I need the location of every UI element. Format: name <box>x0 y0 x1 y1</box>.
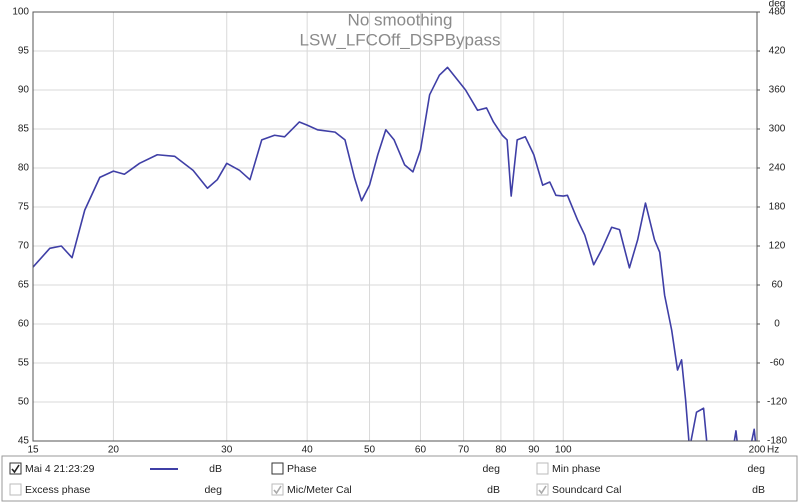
x-tick-label: 200 <box>749 445 766 456</box>
checkbox[interactable] <box>9 462 22 475</box>
legend: Mai 4 21:23:29 dB Phase deg Min phase deg Exce… <box>9 462 765 496</box>
plot-frame <box>32 11 758 442</box>
y2-tick-label: 360 <box>769 85 786 96</box>
y2-unit: deg <box>769 0 786 10</box>
x-tick-label: 70 <box>458 445 470 456</box>
y2-tick-label: -120 <box>767 397 787 408</box>
y2-tick-label: -180 <box>767 436 787 447</box>
y2-tick-label: -60 <box>770 358 785 369</box>
legend-label: Mai 4 21:23:29 <box>25 463 95 475</box>
checkbox[interactable] <box>271 462 284 475</box>
legend-label: Phase <box>287 463 317 475</box>
x-tick-label: 20 <box>108 445 120 456</box>
y-tick-label: 65 <box>18 280 30 291</box>
y2-tick-label: 0 <box>774 319 780 330</box>
y2-tick-label: 420 <box>769 46 786 57</box>
legend-label: Excess phase <box>25 484 91 496</box>
checkbox[interactable] <box>536 462 549 475</box>
x-tick-label: 40 <box>302 445 314 456</box>
y-tick-label: 85 <box>18 124 30 135</box>
x-tick-label: 50 <box>364 445 376 456</box>
y2-tick-label: 300 <box>769 124 786 135</box>
x-tick-label: 90 <box>528 445 540 456</box>
checkmark <box>273 485 282 495</box>
y-tick-label: 55 <box>18 358 30 369</box>
checkbox[interactable] <box>9 483 22 496</box>
legend-unit: dB <box>752 484 765 496</box>
chart-title: No smoothing <box>348 10 453 29</box>
legend-unit: dB <box>487 484 500 496</box>
y2-tick-label: 240 <box>769 163 786 174</box>
checkbox[interactable] <box>271 483 284 496</box>
x-tick-label: 30 <box>221 445 233 456</box>
y2-tick-label: 120 <box>769 241 786 252</box>
x-tick-label: 100 <box>555 445 572 456</box>
x-unit: Hz <box>767 445 779 456</box>
legend-panel <box>1 455 798 502</box>
x-tick-label: 80 <box>495 445 507 456</box>
x-tick-label: 15 <box>27 445 39 456</box>
legend-unit: dB <box>209 463 222 475</box>
y2-tick-label: 480 <box>769 7 786 18</box>
legend-label: Min phase <box>552 463 601 475</box>
checkbox[interactable] <box>536 483 549 496</box>
legend-unit: deg <box>204 484 222 496</box>
checkmark <box>11 464 20 474</box>
legend-label: Mic/Meter Cal <box>287 484 352 496</box>
plot <box>33 66 757 441</box>
y-tick-label: 90 <box>18 85 30 96</box>
legend-label: Soundcard Cal <box>552 484 621 496</box>
legend-unit: deg <box>747 463 765 475</box>
y-tick-label: 45 <box>18 436 30 447</box>
x-tick-label: 60 <box>415 445 427 456</box>
y2-tick-label: 60 <box>771 280 783 291</box>
checkmark <box>538 485 547 495</box>
y-tick-label: 70 <box>18 241 30 252</box>
legend-unit: deg <box>482 463 500 475</box>
y-tick-label: 100 <box>12 7 29 18</box>
chart-subtitle: LSW_LFCOff_DSPBypass <box>300 30 501 49</box>
y-tick-label: 75 <box>18 202 30 213</box>
axes: 45 50 55 60 65 70 75 80 85 90 95 100 -180 -120 -60 0 60 1… <box>12 0 787 456</box>
y-tick-label: 80 <box>18 163 30 174</box>
y-tick-label: 50 <box>18 397 30 408</box>
y2-tick-label: 180 <box>769 202 786 213</box>
y-tick-label: 60 <box>18 319 30 330</box>
response-line <box>33 66 757 441</box>
y-tick-label: 95 <box>18 46 30 57</box>
